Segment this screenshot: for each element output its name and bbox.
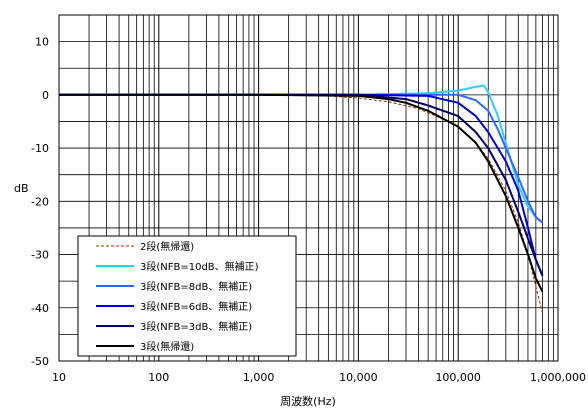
y-tick-label: 0 [42, 89, 49, 102]
x-tick-label: 100,000 [435, 371, 481, 384]
series-line [59, 93, 544, 293]
legend-entry-label: 3段(NFB=3dB、無補正) [140, 320, 252, 333]
x-axis-label: 周波数(Hz) [280, 395, 336, 408]
x-tick-label: 10 [52, 371, 66, 384]
y-tick-label: -20 [31, 195, 49, 208]
series-lines [59, 84, 544, 314]
plot-frame [58, 14, 559, 362]
y-tick-label: 10 [35, 36, 49, 49]
legend: 2段(無帰還) 3段(NFB=10dB、無補正) 3段(NFB=8dB、無補正) 3段… [77, 235, 297, 357]
x-tick-label: 1,000 [243, 371, 275, 384]
y-tick-labels: 10 0 -10 -20 -30 -40 -50 [31, 36, 49, 368]
legend-entry-label: 3段(NFB=10dB、無補正) [140, 260, 259, 273]
y-tick-label: -30 [31, 249, 49, 262]
y-tick-label: -40 [31, 302, 49, 315]
y-tick-label: -10 [31, 142, 49, 155]
legend-entry-label: 2段(無帰還) [140, 240, 194, 253]
x-tick-labels: 10 100 1,000 10,000 100,000 1,000,000 [52, 371, 586, 384]
x-tick-label: 100 [148, 371, 169, 384]
series-line [59, 93, 544, 277]
legend-entry-label: 3段(NFB=6dB、無補正) [140, 300, 252, 313]
legend-box [77, 235, 297, 357]
legend-entry-label: 3段(NFB=8dB、無補正) [140, 280, 252, 293]
legend-entry-label: 3段(無帰還) [140, 340, 194, 353]
y-tick-label: -50 [31, 355, 49, 368]
y-axis-label: dB [14, 182, 29, 195]
x-tick-label: 1,000,000 [530, 371, 586, 384]
x-tick-label: 10,000 [339, 371, 378, 384]
